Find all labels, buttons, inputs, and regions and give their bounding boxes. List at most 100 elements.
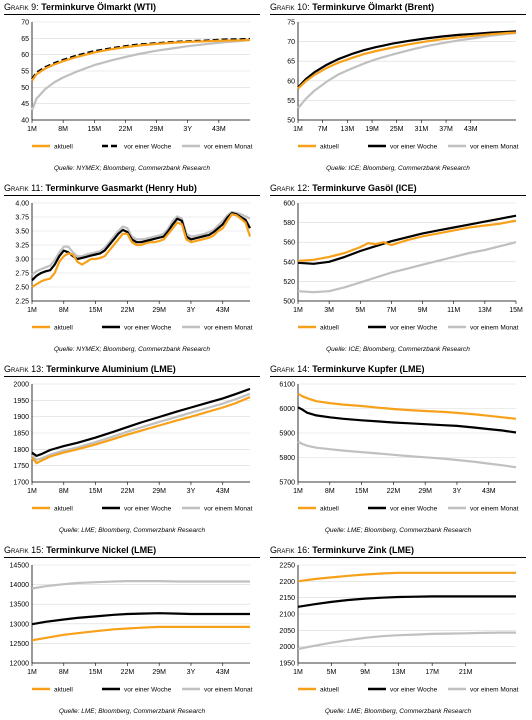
series-line-woche (297, 595, 516, 608)
x-tick-label: 29M (152, 669, 166, 676)
legend-label-woche: vor einer Woche (124, 325, 172, 332)
legend-label-monat: vor einem Monat (470, 144, 519, 151)
chart-title: Terminkurve Zink (LME) (312, 545, 415, 555)
y-tick-label: 560 (283, 240, 295, 247)
y-tick-label: 60 (21, 52, 29, 59)
series-line-monat (31, 392, 251, 461)
y-tick-label: 13000 (10, 621, 30, 628)
x-tick-label: 22M (387, 488, 401, 495)
x-tick-label: 19M (365, 126, 379, 133)
figure-number: Grafik 16: (270, 545, 310, 555)
figure-number: Grafik 13: (4, 364, 44, 374)
y-tick-label: 500 (283, 299, 295, 306)
chart-panel-9: Grafik 9: Terminkurve Ölmarkt (WTI) 40 45… (4, 2, 260, 177)
title-rule (4, 195, 260, 196)
x-tick-label: 3M (324, 307, 334, 314)
y-tick-label: 2050 (279, 628, 295, 635)
chart-panel-10: Grafik 10: Terminkurve Ölmarkt (Brent) 5… (270, 2, 526, 177)
x-tick-label: 1M (27, 307, 37, 314)
series-line-monat (31, 580, 250, 590)
chart-title: Terminkurve Aluminium (LME) (46, 364, 176, 374)
y-tick-label: 14500 (10, 563, 30, 570)
legend-label-aktuell: aktuell (54, 687, 73, 694)
y-tick-label: 65 (21, 36, 29, 43)
chart-panel-15: Grafik 15: Terminkurve Nickel (LME) 1200… (4, 545, 260, 720)
line-chart-wti: 40 45 50 55 60 65 70 1M 8M 15M 22M 29M 3Y 43M aktuell v… (21, 20, 253, 151)
legend-label-aktuell: aktuell (320, 325, 339, 332)
x-tick-label: 13M (341, 126, 355, 133)
panel-title: Grafik 9: Terminkurve Ölmarkt (WTI) (4, 2, 260, 15)
legend-label-aktuell: aktuell (54, 506, 73, 513)
x-tick-label: 29M (418, 488, 432, 495)
chart-title: Terminkurve Nickel (LME) (46, 545, 157, 555)
x-tick-label: 43M (482, 488, 496, 495)
panel-title: Grafik 16: Terminkurve Zink (LME) (270, 545, 526, 558)
legend-label-aktuell: aktuell (54, 144, 73, 151)
legend-label-woche: vor einer Woche (124, 506, 172, 513)
line-chart-gasoil: 500 520 540 560 580 600 1M 3M 5M 7M 9M 11M 13M 15M akt… (283, 201, 523, 332)
figure-number: Grafik 10: (270, 2, 310, 12)
x-tick-label: 29M (150, 126, 164, 133)
title-rule (4, 557, 260, 558)
series-line-woche (297, 406, 517, 434)
x-tick-label: 1M (293, 488, 303, 495)
legend-label-woche: vor einer Woche (390, 687, 438, 694)
y-tick-label: 5700 (279, 480, 295, 487)
y-tick-label: 1700 (13, 480, 29, 487)
source-note: Quelle: LME; Bloomberg, Commerzbank Rese… (58, 708, 206, 715)
legend-label-woche: vor einer Woche (390, 325, 438, 332)
y-tick-label: 60 (287, 78, 295, 85)
legend-label-aktuell: aktuell (320, 687, 339, 694)
x-tick-label: 21M (459, 669, 473, 676)
x-tick-label: 1M (27, 488, 37, 495)
series-line-monat (297, 631, 516, 651)
series-line-woche (297, 30, 517, 89)
x-tick-label: 8M (58, 126, 68, 133)
y-tick-label: 1800 (13, 447, 29, 454)
y-tick-label: 2000 (13, 382, 29, 389)
x-tick-label: 11M (447, 307, 460, 314)
legend-label-monat: vor einem Monat (204, 144, 253, 151)
y-tick-label: 6100 (279, 382, 295, 389)
panel-title: Grafik 13: Terminkurve Aluminium (LME) (4, 364, 260, 377)
x-tick-label: 29M (152, 307, 166, 314)
x-tick-label: 29M (152, 488, 166, 495)
chart-title: Terminkurve Ölmarkt (Brent) (312, 2, 435, 12)
y-tick-label: 12000 (10, 661, 30, 668)
x-tick-label: 22M (121, 307, 135, 314)
figure-number: Grafik 15: (4, 545, 44, 555)
y-tick-label: 2.50 (15, 285, 29, 292)
x-tick-label: 1M (27, 126, 37, 133)
series-line-aktuell (31, 38, 251, 82)
y-tick-label: 1950 (13, 398, 29, 405)
panel-title: Grafik 11: Terminkurve Gasmarkt (Henry H… (4, 183, 260, 196)
legend-label-woche: vor einer Woche (390, 506, 438, 513)
legend-label-monat: vor einem Monat (470, 506, 519, 513)
x-tick-label: 22M (121, 669, 135, 676)
y-tick-label: 520 (283, 279, 295, 286)
legend-label-monat: vor einem Monat (470, 325, 519, 332)
chart-title: Terminkurve Kupfer (LME) (312, 364, 425, 374)
panel-title: Grafik 15: Terminkurve Nickel (LME) (4, 545, 260, 558)
x-tick-label: 25M (390, 126, 404, 133)
y-tick-label: 1950 (279, 661, 295, 668)
x-tick-label: 15M (89, 669, 103, 676)
x-tick-label: 7M (387, 307, 397, 314)
series-line-monat (31, 210, 251, 276)
y-tick-label: 65 (287, 59, 295, 66)
x-tick-label: 37M (439, 126, 453, 133)
y-tick-label: 2000 (279, 644, 295, 651)
y-tick-label: 3.75 (15, 215, 29, 222)
x-tick-label: 15M (509, 307, 523, 314)
y-tick-label: 5900 (279, 431, 295, 438)
line-chart-aluminium: 1700 1750 1800 1850 1900 1950 2000 1M 8M 15M 22M 29… (13, 382, 252, 513)
panel-title: Grafik 14: Terminkurve Kupfer (LME) (270, 364, 526, 377)
line-chart-kupfer: 5700 5800 5900 6000 6100 1M 8M 15M 22M 29M 3Y 43M ak… (279, 382, 519, 513)
legend-label-woche: vor einer Woche (124, 144, 172, 151)
y-tick-label: 45 (21, 101, 29, 108)
y-tick-label: 2200 (279, 579, 295, 586)
title-rule (4, 376, 260, 377)
y-tick-label: 70 (287, 39, 295, 46)
y-tick-label: 3.50 (15, 229, 29, 236)
series-line-aktuell (31, 396, 251, 465)
